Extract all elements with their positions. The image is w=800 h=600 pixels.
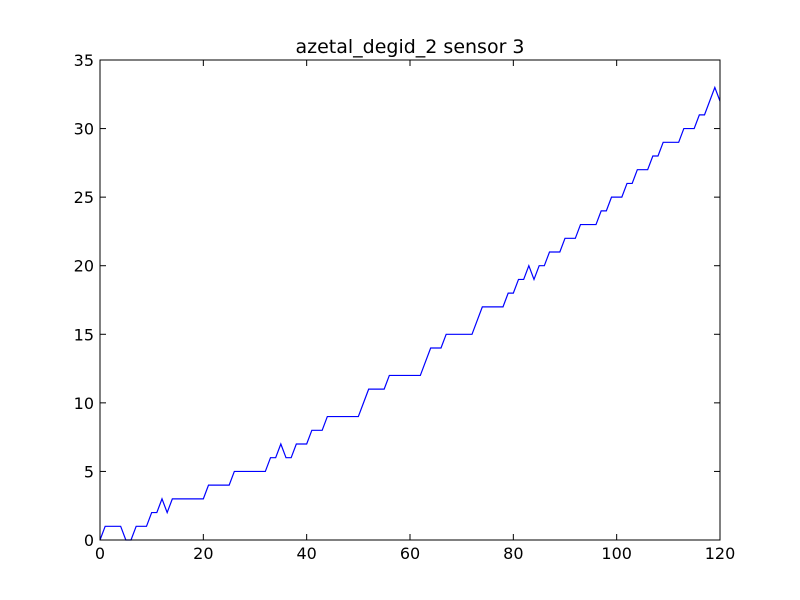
y-tick-label: 10 bbox=[74, 394, 94, 413]
x-tick-label: 60 bbox=[400, 544, 420, 563]
x-tick-label: 80 bbox=[503, 544, 523, 563]
axes: 0 20 40 60 80 100 120 0 5 10 15 20 25 30 35 bbox=[74, 51, 736, 563]
chart-title: azetal_degid_2 sensor 3 bbox=[295, 36, 524, 58]
y-tick-label: 35 bbox=[74, 51, 94, 70]
y-tick-label: 15 bbox=[74, 325, 94, 344]
x-tick-label: 20 bbox=[193, 544, 213, 563]
y-tick-label: 0 bbox=[84, 531, 94, 550]
y-tick-label: 25 bbox=[74, 188, 94, 207]
y-tick-label: 20 bbox=[74, 257, 94, 276]
y-tick-label: 30 bbox=[74, 120, 94, 139]
series-line-0 bbox=[99, 85, 721, 541]
x-tick-label: 100 bbox=[601, 544, 632, 563]
x-tick-label: 0 bbox=[95, 544, 105, 563]
x-tick-label: 40 bbox=[296, 544, 316, 563]
plot-area bbox=[99, 85, 721, 541]
axes-frame bbox=[99, 59, 721, 541]
x-tick-label: 120 bbox=[705, 544, 736, 563]
y-tick-label: 5 bbox=[84, 462, 94, 481]
